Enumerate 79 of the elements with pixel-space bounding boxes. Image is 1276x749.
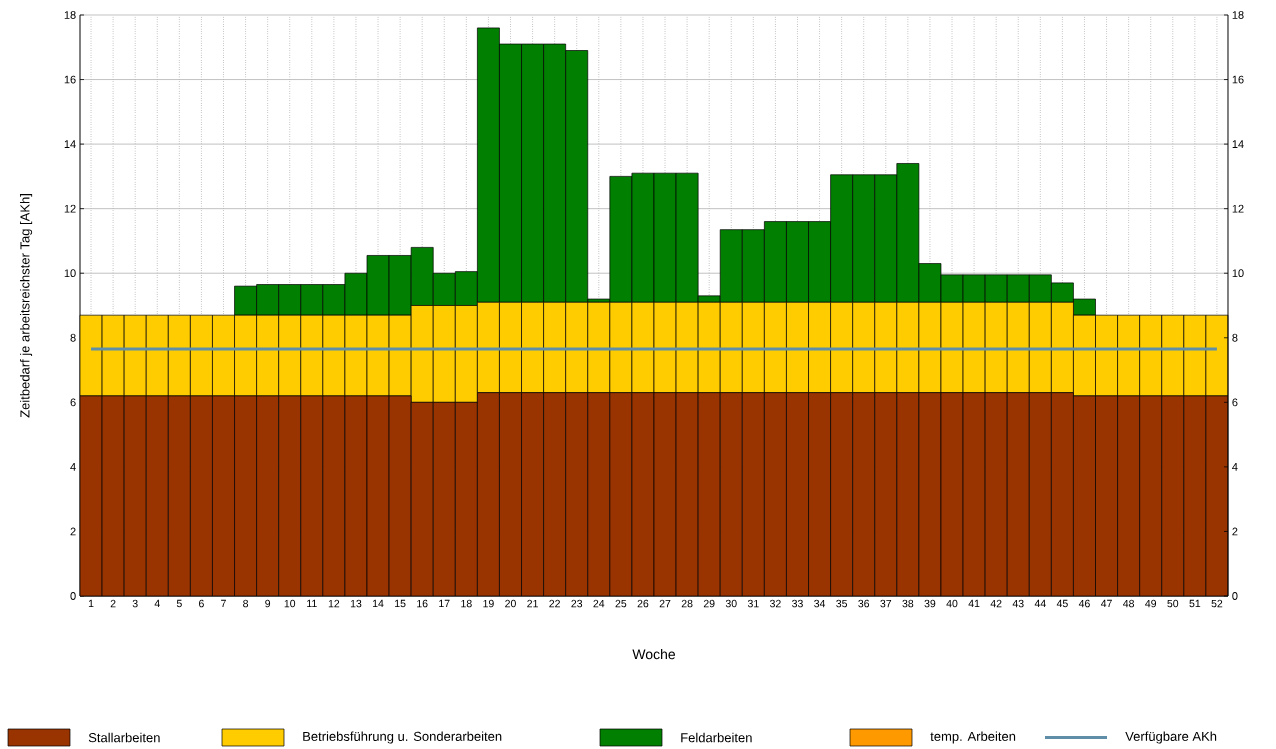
x-tick-label: 39 — [924, 599, 936, 608]
x-tick-label: 43 — [1012, 599, 1024, 608]
legend-label: Feldarbeiten — [681, 732, 752, 743]
x-tick-label: 46 — [1078, 599, 1090, 608]
x-tick-label: 17 — [439, 599, 450, 608]
y-tick-label: 8 — [70, 333, 76, 342]
x-tick-label: 51 — [1189, 599, 1201, 608]
legend-label: Verfügbare AKh — [1125, 731, 1217, 744]
x-tick-label: 1 — [88, 599, 94, 608]
y2-tick-label: 4 — [1232, 463, 1238, 471]
x-tick-label: 36 — [858, 599, 870, 608]
x-tick-label: 2 — [110, 599, 116, 608]
x-tick-label: 45 — [1056, 599, 1068, 608]
x-tick-label: 52 — [1211, 599, 1223, 608]
y-tick-label: 4 — [70, 463, 76, 471]
x-tick-label: 14 — [372, 599, 384, 608]
x-tick-label: 9 — [265, 599, 271, 608]
y2-tick-label: 6 — [1232, 398, 1238, 407]
x-tick-label: 7 — [221, 599, 226, 608]
x-tick-label: 41 — [968, 599, 980, 608]
x-tick-label: 16 — [417, 599, 428, 608]
x-tick-label: 3 — [132, 599, 138, 608]
x-axis-title: Woche — [632, 648, 676, 660]
x-tick-label: 19 — [483, 599, 494, 608]
y2-tick-label: 0 — [1232, 592, 1238, 600]
y-tick-label: 12 — [64, 204, 76, 213]
y2-tick-label: 8 — [1232, 333, 1238, 342]
x-tick-label: 32 — [769, 599, 781, 608]
y2-tick-label: 12 — [1232, 204, 1244, 213]
x-tick-label: 5 — [176, 599, 182, 608]
y-tick-label: 6 — [70, 398, 76, 407]
y2-tick-label: 2 — [1232, 527, 1238, 536]
y2-tick-label: 18 — [1232, 11, 1244, 19]
legend-label: Stallarbeiten — [88, 732, 160, 743]
x-tick-label: 18 — [461, 599, 472, 608]
x-tick-label: 20 — [505, 599, 516, 608]
y-tick-label: 18 — [64, 11, 76, 19]
y2-tick-label: 14 — [1232, 140, 1244, 148]
x-tick-label: 8 — [243, 599, 249, 608]
x-tick-label: 12 — [328, 599, 340, 608]
y2-tick-label: 10 — [1232, 269, 1244, 278]
x-tick-label: 6 — [199, 599, 204, 608]
x-tick-label: 13 — [350, 599, 362, 608]
x-tick-label: 49 — [1145, 599, 1157, 608]
x-tick-label: 24 — [593, 599, 605, 608]
x-tick-label: 50 — [1167, 599, 1179, 608]
x-tick-label: 28 — [681, 599, 693, 608]
x-tick-label: 26 — [637, 599, 649, 608]
y-axis-title: Zeitbedarf je arbeitsreichster Tag [AKh] — [19, 194, 33, 418]
x-tick-label: 44 — [1034, 599, 1046, 608]
x-tick-label: 4 — [154, 599, 160, 608]
x-tick-label: 40 — [946, 599, 958, 608]
x-tick-label: 21 — [527, 599, 538, 608]
x-tick-label: 37 — [880, 599, 892, 608]
x-tick-label: 34 — [814, 599, 826, 608]
x-tick-label: 25 — [615, 599, 627, 608]
x-tick-label: 23 — [571, 599, 583, 608]
legend-label: Betriebsführung u. Sonderarbeiten — [303, 731, 502, 744]
x-tick-label: 11 — [307, 599, 317, 608]
y2-tick-label: 16 — [1232, 75, 1244, 84]
x-tick-label: 15 — [395, 599, 406, 608]
y-tick-label: 10 — [64, 269, 76, 278]
x-tick-label: 33 — [792, 599, 803, 608]
x-tick-label: 42 — [990, 599, 1002, 608]
legend-label: temp. Arbeiten — [930, 731, 1016, 744]
x-tick-label: 48 — [1123, 599, 1135, 608]
x-tick-label: 38 — [902, 599, 914, 608]
x-tick-label: 47 — [1100, 599, 1112, 608]
y-tick-label: 2 — [70, 527, 76, 536]
x-tick-label: 22 — [549, 599, 560, 608]
y-tick-label: 16 — [64, 75, 76, 84]
x-tick-label: 35 — [836, 599, 848, 608]
x-tick-label: 27 — [659, 599, 671, 608]
x-tick-label: 29 — [703, 599, 715, 608]
y-tick-label: 14 — [64, 140, 76, 148]
x-tick-label: 30 — [725, 599, 737, 608]
y-tick-label: 0 — [70, 592, 76, 600]
x-tick-label: 10 — [284, 599, 296, 608]
x-tick-label: 31 — [747, 599, 759, 608]
